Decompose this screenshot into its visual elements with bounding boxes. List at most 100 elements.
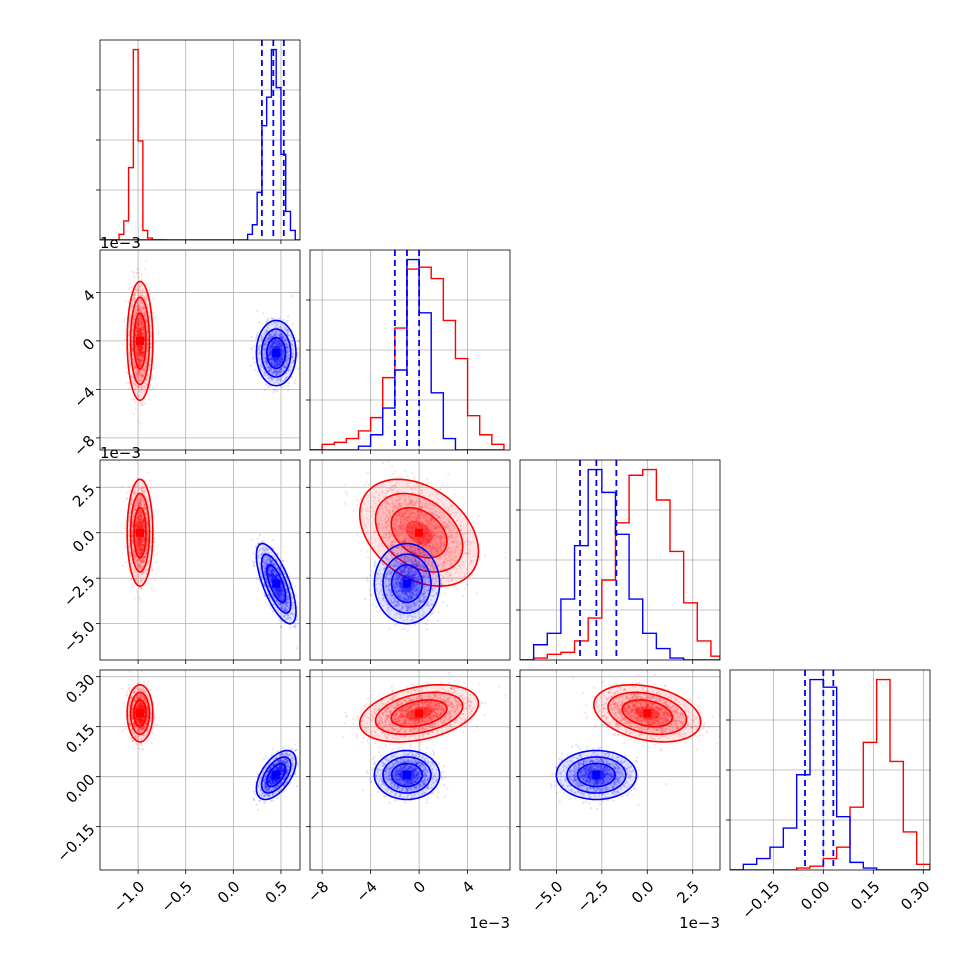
scatter-point	[136, 385, 139, 388]
scatter-point	[137, 326, 140, 329]
scatter-point	[250, 335, 253, 339]
scatter-point	[137, 322, 140, 326]
scatter-point	[271, 358, 274, 361]
scatter-point	[140, 328, 143, 332]
scatter-point	[136, 267, 139, 271]
y-tick-label: −8	[70, 432, 98, 460]
scatter-point	[139, 330, 142, 334]
scatter-point	[137, 344, 140, 348]
scatter-point	[154, 316, 157, 319]
scatter-point	[137, 377, 140, 380]
scatter-point	[153, 368, 156, 371]
scatter-point	[131, 350, 134, 353]
scatter-point	[142, 351, 145, 354]
scatter-point	[268, 351, 272, 355]
scatter-point	[143, 312, 146, 315]
scatter-point	[131, 329, 134, 332]
scatter-point	[152, 311, 156, 314]
scatter-point	[273, 362, 276, 365]
scatter-point	[133, 366, 136, 370]
scatter-point	[272, 332, 275, 336]
scatter-point	[149, 292, 152, 295]
scatter-point	[297, 340, 300, 343]
scatter-point	[137, 347, 141, 350]
scatter-point	[267, 366, 270, 369]
scatter-point	[140, 346, 143, 349]
scatter-point	[136, 344, 139, 348]
scatter-point	[139, 363, 142, 366]
scatter-point	[131, 325, 135, 328]
scatter-point	[262, 344, 266, 347]
scatter-point	[136, 373, 139, 376]
scatter-point	[268, 355, 271, 358]
scatter-point	[145, 299, 148, 302]
scatter-point	[273, 360, 277, 363]
scatter-point	[142, 329, 145, 332]
scatter-point	[272, 378, 275, 381]
scatter-point	[274, 341, 277, 344]
scatter-point	[270, 360, 273, 363]
scatter-point	[144, 370, 147, 373]
scatter-point	[139, 329, 143, 333]
scatter-point	[139, 324, 142, 327]
scatter-point	[145, 359, 148, 362]
scatter-point	[141, 373, 144, 377]
scatter-point	[136, 329, 139, 332]
scatter-point	[137, 371, 140, 374]
scatter-point	[266, 363, 269, 366]
scatter-point	[141, 345, 144, 348]
scatter-point	[275, 357, 278, 360]
scatter-point	[140, 354, 143, 357]
scatter-point	[255, 577, 258, 581]
scatter-point	[137, 305, 140, 308]
scatter-point	[145, 356, 148, 359]
scatter-point	[139, 331, 143, 334]
scatter-point	[142, 374, 145, 377]
scatter-point	[141, 320, 144, 323]
scatter-point	[126, 382, 129, 385]
scatter-point	[142, 328, 145, 331]
scatter-point	[138, 331, 141, 334]
scatter-point	[129, 316, 132, 319]
scatter-point	[137, 334, 140, 337]
scatter-point	[134, 373, 137, 376]
scatter-point	[141, 375, 145, 379]
panel-body	[100, 460, 303, 660]
scatter-point	[137, 288, 141, 291]
scatter-point	[251, 538, 254, 541]
scatter-point	[146, 344, 150, 347]
scatter-point	[139, 294, 143, 297]
scatter-point	[139, 598, 142, 601]
scatter-point	[136, 334, 139, 338]
scatter-point	[141, 351, 144, 354]
scatter-point	[142, 350, 145, 353]
scatter-point	[137, 289, 140, 292]
scatter-point	[124, 300, 127, 303]
scatter-point	[276, 363, 279, 366]
scatter-point	[141, 354, 144, 357]
scatter-point	[271, 343, 274, 347]
scatter-point	[139, 353, 142, 356]
scatter-point	[139, 321, 142, 324]
scatter-point	[143, 313, 146, 317]
scatter-point	[142, 351, 145, 354]
scatter-point	[143, 388, 146, 391]
scatter-point	[137, 350, 141, 353]
scatter-point	[249, 364, 253, 367]
scatter-point	[135, 308, 139, 311]
scatter-point	[136, 327, 140, 330]
scatter-point	[142, 322, 145, 326]
scatter-point	[134, 312, 137, 315]
scatter-point	[280, 368, 283, 371]
scatter-point	[274, 345, 278, 348]
scatter-point	[258, 348, 261, 351]
scatter-point	[301, 639, 303, 641]
scatter-point	[135, 335, 138, 338]
scatter-point	[143, 306, 146, 309]
scatter-point	[139, 357, 142, 360]
scatter-point	[256, 370, 259, 373]
scatter-point	[267, 386, 271, 389]
scatter-point	[136, 301, 139, 304]
scatter-point	[145, 295, 149, 298]
scatter-point	[127, 299, 130, 302]
